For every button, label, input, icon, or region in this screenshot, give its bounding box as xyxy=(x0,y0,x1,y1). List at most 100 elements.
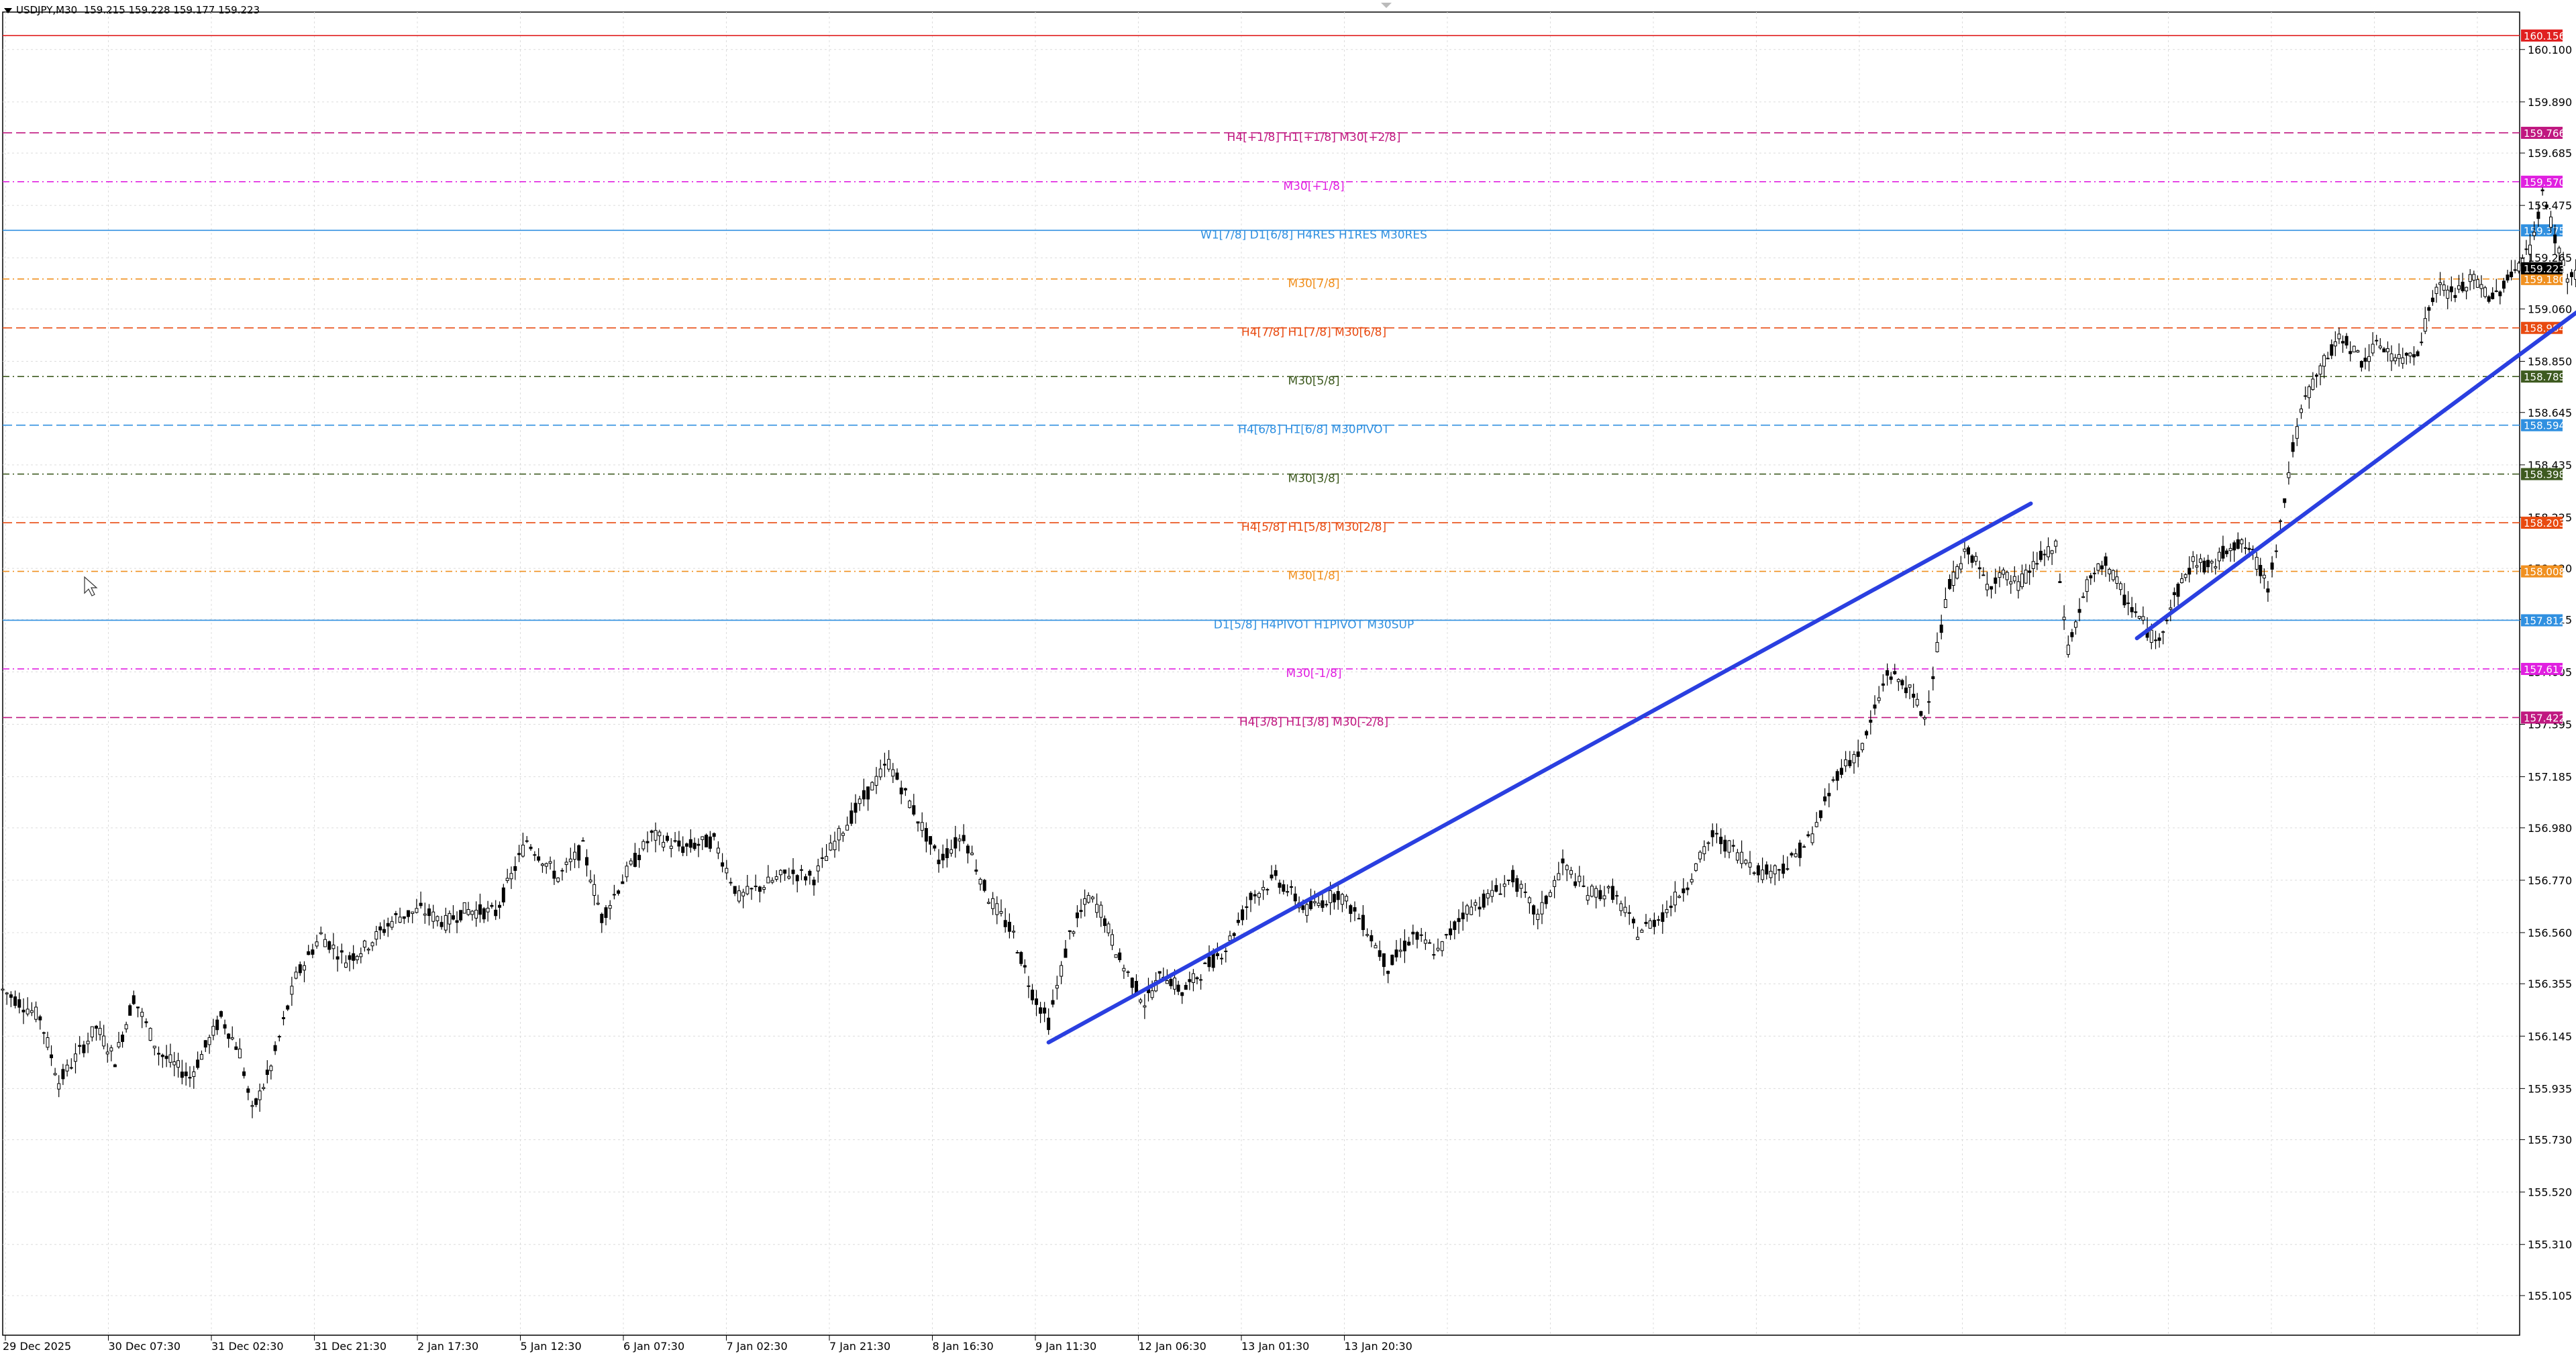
x-tick-label: 31 Dec 02:30 xyxy=(211,1340,284,1353)
candle-body xyxy=(2073,621,2077,628)
candle-body xyxy=(1398,949,1402,952)
candle-body xyxy=(1623,906,1627,913)
candle-body xyxy=(966,845,970,853)
candle-body xyxy=(1904,687,1908,694)
candle-body xyxy=(160,1054,164,1057)
candle-body xyxy=(783,869,787,874)
level-label: H4[7/8] H1[7/8] M30[6/8] xyxy=(1241,326,1386,340)
chart-menu-triangle-icon[interactable] xyxy=(4,7,12,13)
level-label: W1[7/8] D1[6/8] H4RES H1RES M30RES xyxy=(1200,228,1427,242)
candle-body xyxy=(1553,880,1557,887)
candle-body xyxy=(1055,985,1059,989)
candle-body xyxy=(2553,234,2557,244)
candle-body xyxy=(184,1072,188,1076)
candle-body xyxy=(540,864,544,866)
candle-body xyxy=(2502,280,2506,289)
candle-body xyxy=(766,876,770,884)
candle-body xyxy=(1361,915,1365,931)
candle-body xyxy=(1099,904,1103,918)
level-price-tag xyxy=(2521,565,2563,578)
candle-body xyxy=(2169,607,2173,610)
candle-body xyxy=(2039,550,2043,560)
candle-body xyxy=(2494,291,2498,293)
candle-body xyxy=(2058,581,2062,584)
candle-body xyxy=(65,1064,69,1072)
y-tick-label: 155.105 xyxy=(2528,1290,2572,1302)
candle-body xyxy=(954,837,958,849)
candle-body xyxy=(411,911,415,915)
candle-body xyxy=(2479,284,2483,289)
candle-body xyxy=(2453,295,2457,298)
candle-body xyxy=(113,1064,117,1067)
last-price-tag xyxy=(2521,262,2563,274)
candle-body xyxy=(737,890,741,902)
candle-body xyxy=(1270,874,1274,879)
candle-body xyxy=(681,846,685,853)
candle-body xyxy=(1860,743,1864,751)
candle-body xyxy=(144,1021,148,1023)
candle-body xyxy=(2307,386,2311,399)
candle-body xyxy=(2141,616,2145,621)
x-tick-label: 7 Jan 02:30 xyxy=(727,1340,788,1353)
level-label: H4[+1/8] H1[+1/8] M30[+2/8] xyxy=(1227,131,1401,144)
candle-body xyxy=(164,1055,168,1059)
candle-body xyxy=(2028,570,2032,573)
candle-body xyxy=(1955,566,1959,579)
level-price-tag-label: 158.008 xyxy=(2524,566,2565,578)
candle-body xyxy=(1064,948,1068,958)
candle-body xyxy=(1544,895,1548,904)
candle-body xyxy=(588,880,593,882)
candle-body xyxy=(1557,873,1561,880)
candle-body xyxy=(1312,901,1317,904)
shift-marker-icon[interactable] xyxy=(1381,3,1392,8)
y-tick-label: 155.520 xyxy=(2528,1186,2572,1199)
candle-body xyxy=(340,950,344,953)
candle-body xyxy=(2043,554,2047,556)
candle-body xyxy=(1536,913,1540,921)
candle-body xyxy=(219,1011,223,1017)
candle-body xyxy=(459,910,463,921)
chart-header: USDJPY,M30 159.215 159.228 159.177 159.2… xyxy=(4,4,260,16)
candle-body xyxy=(1191,973,1195,984)
candle-body xyxy=(2393,357,2398,362)
level-price-tag-label: 157.617 xyxy=(2524,664,2565,676)
candle-body xyxy=(1877,697,1881,701)
candle-body xyxy=(1735,852,1739,861)
candle-body xyxy=(1019,951,1023,964)
candle-body xyxy=(238,1048,242,1059)
candle-body xyxy=(2420,342,2424,344)
candle-body xyxy=(2187,568,2192,575)
candle-body xyxy=(1931,676,1935,680)
candle-body xyxy=(2570,272,2573,277)
candle-body xyxy=(2326,358,2330,360)
candle-body xyxy=(1661,912,1665,922)
candle-body xyxy=(1309,900,1313,909)
level-price-tag-label: 158.594 xyxy=(2524,420,2565,432)
candle-body xyxy=(600,913,604,923)
candle-body xyxy=(1139,999,1143,1002)
level-price-tag xyxy=(2521,272,2563,285)
candle-body xyxy=(2300,409,2303,413)
candle-body xyxy=(895,772,899,780)
candle-body xyxy=(2172,592,2176,595)
candle-body xyxy=(1810,833,1814,843)
candle-body xyxy=(455,920,459,923)
candle-body xyxy=(1974,556,1978,562)
level-price-tag xyxy=(2521,29,2563,42)
candle-body xyxy=(708,836,712,849)
candle-body xyxy=(2528,244,2532,255)
candle-body xyxy=(2438,282,2442,285)
candle-body xyxy=(1278,882,1282,888)
candle-body xyxy=(307,951,311,955)
candle-body xyxy=(509,873,513,880)
candle-body xyxy=(2330,344,2334,356)
candle-body xyxy=(1594,888,1598,898)
trend-line[interactable] xyxy=(1046,501,2033,1045)
candle-body xyxy=(1449,928,1453,935)
candle-body xyxy=(787,876,791,879)
candle-body xyxy=(1332,894,1336,902)
candle-body xyxy=(750,888,754,890)
trend-line[interactable] xyxy=(2134,37,2576,641)
candle-body xyxy=(1873,705,1877,709)
